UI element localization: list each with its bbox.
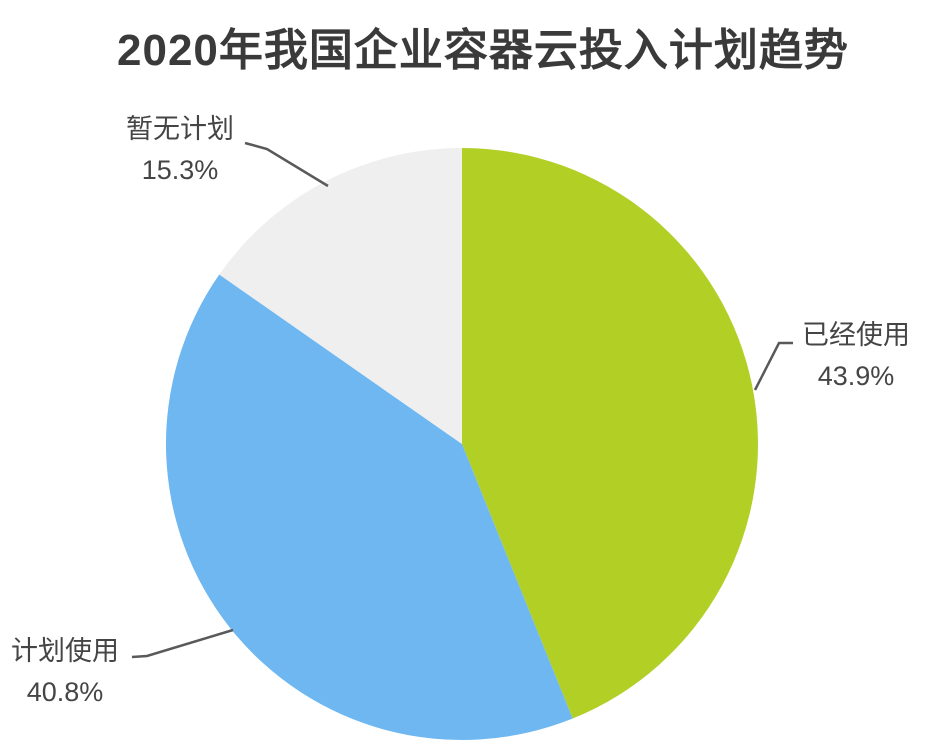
leader-line-0 — [753, 341, 793, 391]
leader-line-1 — [131, 628, 234, 659]
leader-line-2 — [244, 141, 329, 188]
pie-slice-0 — [462, 148, 758, 719]
slice-name: 已经使用 — [802, 320, 910, 350]
pie-slice-1 — [165, 274, 573, 740]
chart-title: 2020年我国企业容器云投入计划趋势 — [117, 26, 849, 75]
label-already-used: 已经使用 43.9% — [771, 315, 927, 397]
slice-name: 暂无计划 — [126, 114, 234, 144]
pie-slice-2 — [219, 148, 462, 444]
label-no-plan: 暂无计划 15.3% — [95, 109, 265, 191]
slice-percent: 43.9% — [817, 361, 895, 391]
slice-name: 计划使用 — [11, 636, 119, 666]
slice-percent: 15.3% — [141, 155, 219, 185]
slice-percent: 40.8% — [26, 677, 104, 707]
label-plan-to-use: 计划使用 40.8% — [0, 631, 150, 713]
